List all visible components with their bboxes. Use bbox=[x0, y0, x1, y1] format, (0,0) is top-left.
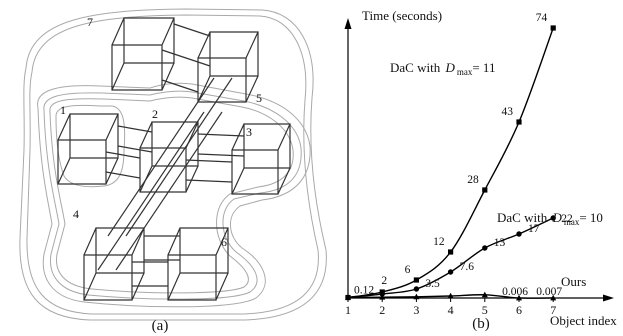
point-dac11-7 bbox=[550, 25, 556, 31]
point-dac10-3 bbox=[413, 286, 420, 292]
region-label-4: 4 bbox=[73, 207, 79, 221]
point-dac10-7 bbox=[550, 215, 556, 221]
y-axis-title: Time (seconds) bbox=[362, 8, 442, 23]
point-dac11-3 bbox=[413, 277, 419, 283]
data-label-dac10-7: 22 bbox=[561, 213, 573, 225]
data-label-ours-7: 0.007 bbox=[536, 286, 562, 298]
point-ours-7 bbox=[550, 294, 557, 301]
panel-a-caption: (a) bbox=[152, 318, 169, 334]
panel-b-caption: (b) bbox=[472, 316, 490, 332]
x-tick-label-5: 5 bbox=[482, 303, 488, 317]
point-ours-2 bbox=[379, 294, 386, 300]
contour-lines bbox=[19, 8, 327, 321]
data-label-dac11-1: 0.12 bbox=[354, 285, 374, 297]
x-tick-label-2: 2 bbox=[379, 303, 385, 317]
point-ours-3 bbox=[413, 293, 420, 300]
point-ours-4 bbox=[447, 292, 454, 299]
data-label-dac11-6: 43 bbox=[502, 106, 514, 118]
region-label-7: 7 bbox=[87, 15, 93, 29]
data-label-dac10-4: 7.6 bbox=[460, 261, 475, 273]
data-label-dac11-3: 6 bbox=[405, 264, 411, 276]
point-dac10-4 bbox=[447, 269, 454, 275]
data-label-dac10-3: 3.5 bbox=[425, 278, 440, 290]
x-tick-label-6: 6 bbox=[516, 303, 522, 317]
x-axis-arrow bbox=[603, 294, 614, 302]
data-label-ours-6: 0.006 bbox=[502, 286, 528, 298]
point-dac10-5 bbox=[482, 245, 488, 251]
series-label-ours: Ours bbox=[561, 274, 586, 289]
data-labels: 0.12 2 6 12 28 43 74 3.5 7.6 13 17 22 0.006 0.007 bbox=[354, 12, 573, 298]
series-label-dac11-symbol: D bbox=[444, 60, 455, 75]
data-label-dac11-2: 2 bbox=[381, 275, 387, 287]
x-ticks: 1 2 3 4 5 6 7 bbox=[345, 298, 556, 317]
x-tick-label-4: 4 bbox=[448, 303, 454, 317]
series-label-dac10-subscript: max bbox=[564, 217, 580, 227]
series-label-dac10-prefix: DaC with bbox=[497, 210, 550, 225]
panel-a-illustration: 1 2 3 4 5 6 7 bbox=[19, 8, 327, 321]
data-label-dac11-7: 74 bbox=[536, 12, 548, 24]
data-label-dac10-6: 17 bbox=[528, 223, 540, 235]
point-dac11-5 bbox=[482, 187, 488, 193]
region-label-6: 6 bbox=[221, 235, 227, 249]
point-ours-5 bbox=[481, 291, 488, 298]
series-label-dac10-symbol: D bbox=[551, 210, 562, 225]
point-dac11-6 bbox=[516, 119, 522, 125]
wireframe-boxes bbox=[57, 17, 291, 301]
series-label-dac10-suffix: = 10 bbox=[579, 210, 603, 225]
series-markers bbox=[345, 25, 557, 301]
series-label-dac11-suffix: = 11 bbox=[472, 60, 495, 75]
x-tick-label-7: 7 bbox=[550, 303, 556, 317]
point-ours-6 bbox=[516, 294, 522, 301]
series-label-dac11-subscript: max bbox=[457, 67, 473, 77]
region-label-5: 5 bbox=[256, 91, 262, 105]
x-tick-label-1: 1 bbox=[345, 303, 351, 317]
point-dac10-6 bbox=[516, 231, 522, 237]
data-label-dac11-5: 28 bbox=[467, 174, 479, 186]
region-label-2: 2 bbox=[152, 107, 158, 121]
point-dac11-4 bbox=[448, 249, 454, 255]
x-axis-title: Object index bbox=[550, 313, 617, 328]
point-ours-1 bbox=[345, 294, 351, 300]
y-axis-arrow bbox=[344, 18, 352, 29]
x-tick-label-3: 3 bbox=[413, 303, 419, 317]
region-label-3: 3 bbox=[246, 125, 252, 139]
region-label-1: 1 bbox=[60, 103, 66, 117]
data-label-dac11-4: 12 bbox=[433, 236, 445, 248]
series-label-dac11-prefix: DaC with bbox=[390, 60, 443, 75]
data-label-dac10-5: 13 bbox=[494, 237, 506, 249]
